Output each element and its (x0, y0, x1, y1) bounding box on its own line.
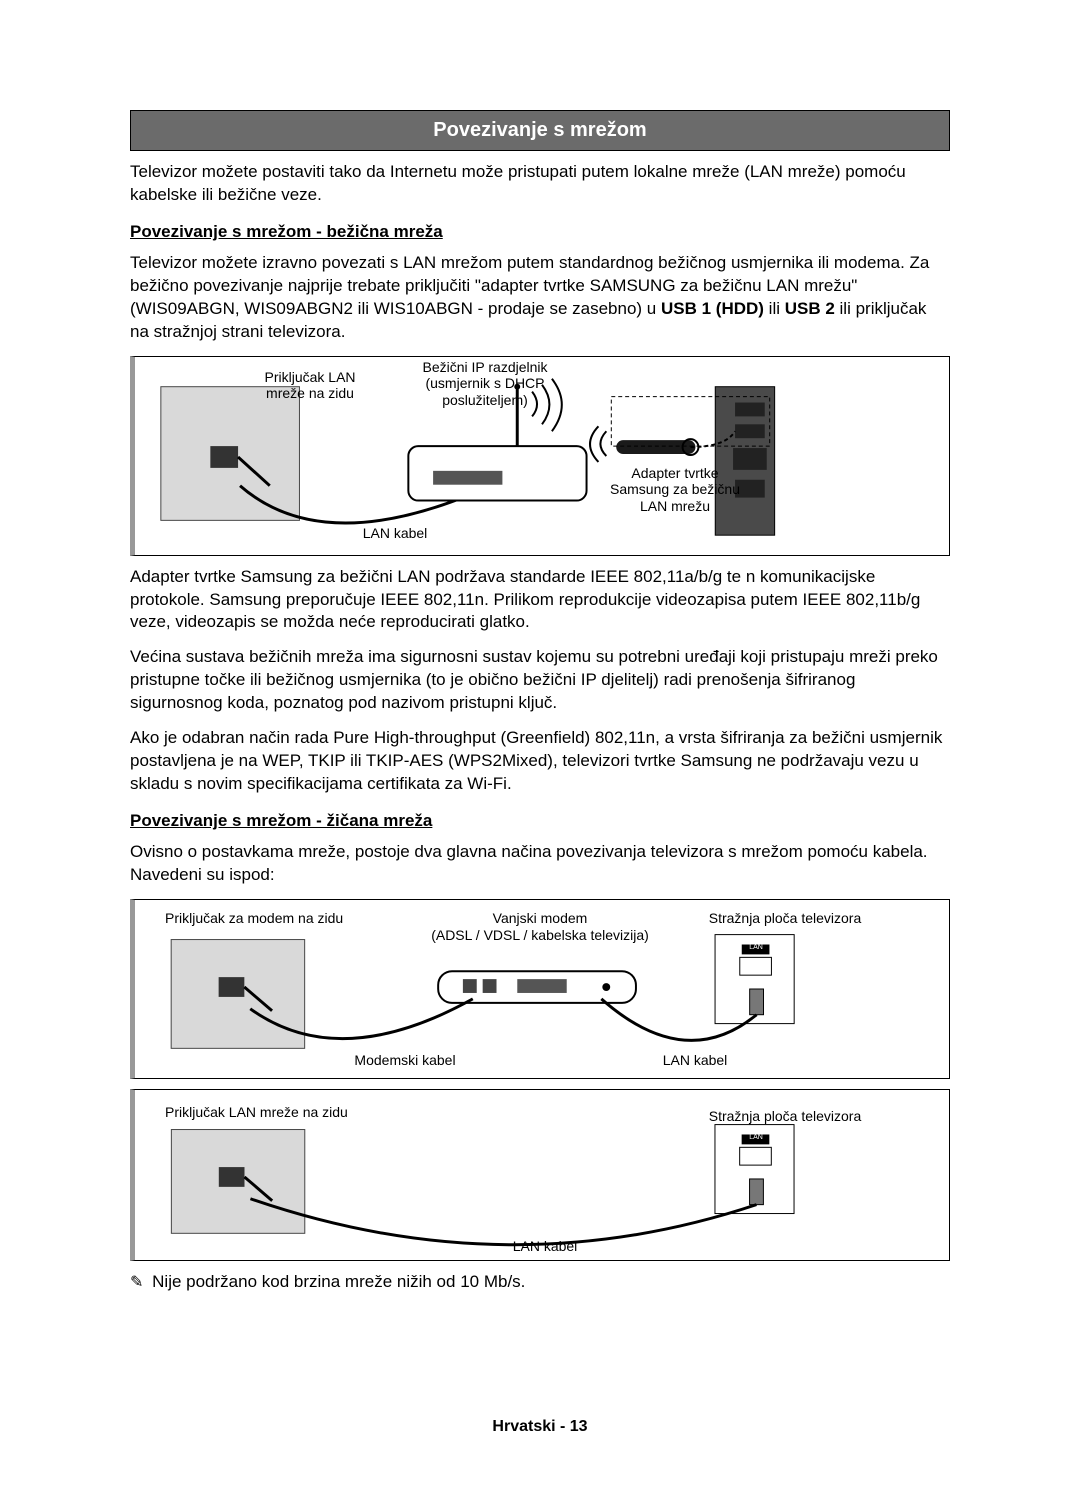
label-lan-port: LAN (741, 944, 771, 952)
p2: Adapter tvrtke Samsung za bežični LAN po… (130, 566, 950, 635)
diagram-wired-modem: Priključak za modem na zidu Vanjski mode… (130, 899, 950, 1079)
subheading-wired: Povezivanje s mrežom - žičana mreža (130, 810, 950, 833)
subheading-wireless: Povezivanje s mrežom - bežična mreža (130, 221, 950, 244)
diagram-wireless: Priključak LAN mreže na zidu Bežični IP … (130, 356, 950, 556)
label-lan-port-2: LAN (741, 1134, 771, 1142)
label-ext-modem: Vanjski modem (ADSL / VDSL / kabelska te… (425, 910, 655, 944)
label-lan-cable-2: LAN kabel (625, 1052, 765, 1069)
label-lan-cable: LAN kabel (335, 525, 455, 542)
section-title: Povezivanje s mrežom (130, 110, 950, 151)
p5: Ovisno o postavkama mreže, postoje dva g… (130, 841, 950, 887)
p3: Većina sustava bežičnih mreža ima sigurn… (130, 646, 950, 715)
p1d: USB 2 (785, 299, 835, 318)
label-tv-rear-2: Stražnja ploča televizora (675, 1108, 895, 1125)
label-tv-rear: Stražnja ploča televizora (675, 910, 895, 927)
note-icon: ✎ (130, 1274, 143, 1291)
p4: Ako je odabran način rada Pure High-thro… (130, 727, 950, 796)
page-footer: Hrvatski - 13 (0, 1416, 1080, 1438)
label-modem-wallport: Priključak za modem na zidu (165, 910, 395, 927)
note: ✎ Nije podržano kod brzina mreže nižih o… (130, 1271, 950, 1294)
label-router: Bežični IP razdjelnik (usmjernik s DHCP … (405, 359, 565, 409)
label-adapter: Adapter tvrtke Samsung za bežičnu LAN mr… (590, 465, 760, 515)
p1c: ili (764, 299, 785, 318)
label-lan-wallport: Priključak LAN mreže na zidu (165, 1104, 425, 1121)
p1b: USB 1 (HDD) (661, 299, 764, 318)
wireless-desc: Televizor možete izravno povezati s LAN … (130, 252, 950, 344)
diagram-wired-direct: Priključak LAN mreže na zidu Stražnja pl… (130, 1089, 950, 1261)
label-wallport: Priključak LAN mreže na zidu (230, 369, 390, 403)
intro-text: Televizor možete postaviti tako da Inter… (130, 161, 950, 207)
note-text: Nije podržano kod brzina mreže nižih od … (152, 1272, 525, 1291)
label-modem-cable: Modemski kabel (325, 1052, 485, 1069)
label-lan-cable-3: LAN kabel (475, 1238, 615, 1255)
